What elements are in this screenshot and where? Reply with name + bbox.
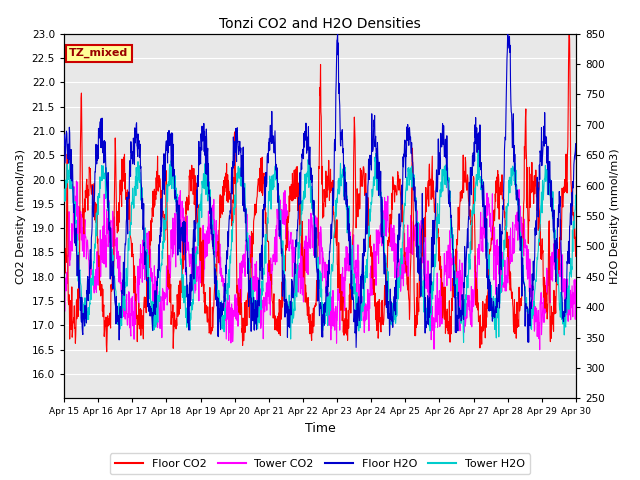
Text: TZ_mixed: TZ_mixed: [69, 48, 129, 59]
Legend: Floor CO2, Tower CO2, Floor H2O, Tower H2O: Floor CO2, Tower CO2, Floor H2O, Tower H…: [109, 453, 531, 474]
Y-axis label: CO2 Density (mmol/m3): CO2 Density (mmol/m3): [16, 148, 26, 284]
Title: Tonzi CO2 and H2O Densities: Tonzi CO2 and H2O Densities: [219, 17, 421, 31]
X-axis label: Time: Time: [305, 422, 335, 435]
Y-axis label: H2O Density (mmol/m3): H2O Density (mmol/m3): [611, 148, 620, 284]
